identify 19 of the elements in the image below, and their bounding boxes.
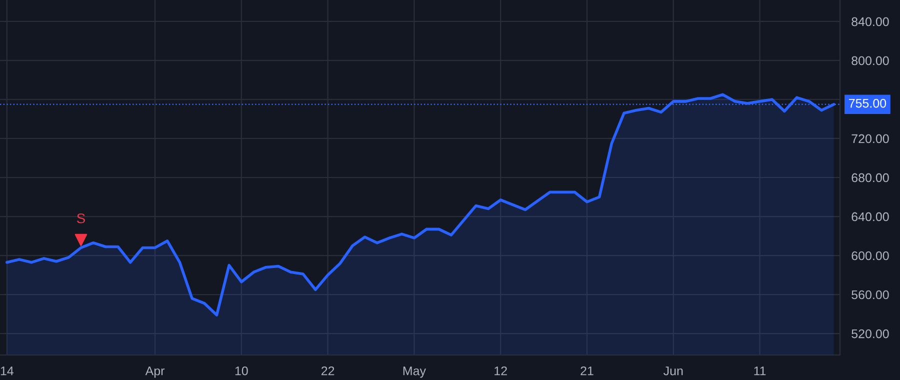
- y-tick-label: 560.00: [852, 290, 889, 300]
- x-tick-label: 12: [494, 366, 507, 376]
- y-tick-label: 520.00: [852, 329, 889, 338]
- y-tick-label: 840.00: [852, 17, 889, 26]
- y-tick-label: 680.00: [852, 173, 889, 182]
- y-tick-label: 800.00: [852, 56, 889, 66]
- y-tick-label: 720.00: [852, 134, 889, 144]
- x-tick-label: Apr: [145, 366, 165, 378]
- x-tick-label: 14: [0, 366, 14, 376]
- y-tick-label: 640.00: [852, 212, 889, 222]
- series-label: S: [76, 213, 85, 224]
- x-tick-label: 10: [235, 366, 248, 376]
- x-tick-label: Jun: [664, 366, 683, 376]
- ref-line-label: 755.00: [848, 98, 886, 108]
- x-tick-label: 11: [754, 366, 766, 376]
- x-tick-label: May: [403, 366, 426, 378]
- x-tick-label: 22: [321, 366, 334, 376]
- x-tick-label: 21: [580, 366, 594, 376]
- y-tick-label: 600.00: [852, 251, 889, 260]
